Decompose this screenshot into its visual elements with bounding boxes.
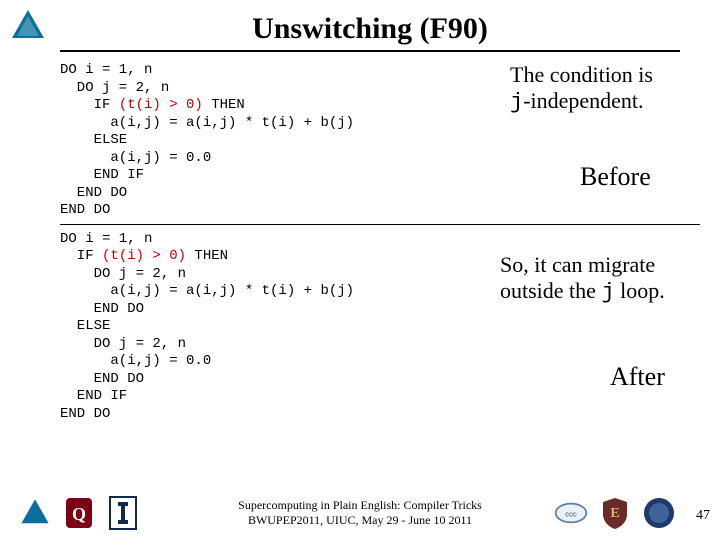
svg-text:ccc: ccc	[565, 509, 577, 518]
corner-logo	[8, 6, 48, 51]
footer: Q Supercomputing in Plain English: Compi…	[0, 480, 720, 534]
footer-line2: BWUPEP2011, UIUC, May 29 - June 10 2011	[238, 513, 482, 528]
footer-text: Supercomputing in Plain English: Compile…	[238, 498, 482, 528]
oval-logo-icon: ccc	[554, 496, 588, 530]
mono-j: j	[510, 90, 523, 115]
footer-logos-left: Q	[18, 496, 140, 530]
page-number: 47	[696, 508, 710, 524]
content-area: DO i = 1, n DO j = 2, n IF (t(i) > 0) TH…	[60, 62, 680, 423]
seal-logo-icon	[642, 496, 676, 530]
annot-post: loop.	[615, 278, 665, 303]
svg-text:Q: Q	[72, 504, 86, 524]
footer-line1: Supercomputing in Plain English: Compile…	[238, 498, 482, 513]
mono-j: j	[601, 280, 614, 305]
slide: Unswitching (F90) DO i = 1, n DO j = 2, …	[0, 0, 720, 540]
triangle-icon	[18, 496, 52, 530]
annot-rest: -independent.	[523, 88, 643, 113]
shield-logo-icon: E	[598, 496, 632, 530]
svg-text:E: E	[610, 506, 619, 521]
footer-logos-right: ccc E	[554, 496, 676, 530]
annotation-line: So, it can migrate	[500, 252, 665, 278]
annotation-migrate: So, it can migrate outside the j loop.	[500, 252, 665, 305]
label-after: After	[610, 362, 665, 392]
annotation-line: j-independent.	[510, 88, 653, 115]
ou-logo-icon: Q	[62, 496, 96, 530]
annot-pre: outside the	[500, 278, 601, 303]
annotation-condition: The condition is j-independent.	[510, 62, 653, 115]
divider	[60, 224, 700, 225]
annotation-line: outside the j loop.	[500, 278, 665, 305]
illinois-logo-icon	[106, 496, 140, 530]
label-before: Before	[580, 162, 651, 192]
slide-title: Unswitching (F90)	[60, 12, 680, 52]
annotation-line: The condition is	[510, 62, 653, 88]
